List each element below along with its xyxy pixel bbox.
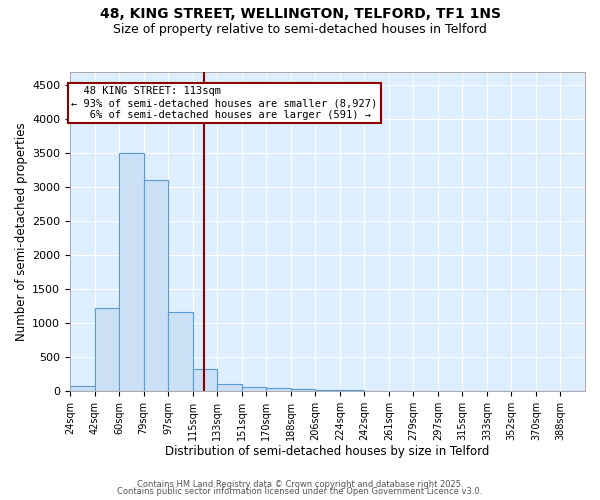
Text: Contains HM Land Registry data © Crown copyright and database right 2025.: Contains HM Land Registry data © Crown c… bbox=[137, 480, 463, 489]
Bar bbox=[143, 180, 168, 391]
Bar bbox=[340, 390, 364, 391]
Bar bbox=[70, 386, 95, 391]
Bar bbox=[193, 369, 217, 391]
Bar bbox=[217, 384, 242, 391]
Text: Contains public sector information licensed under the Open Government Licence v3: Contains public sector information licen… bbox=[118, 488, 482, 496]
Bar bbox=[95, 308, 119, 391]
Bar bbox=[168, 312, 193, 391]
Bar bbox=[119, 153, 143, 391]
Bar bbox=[315, 390, 340, 391]
Text: 48 KING STREET: 113sqm
← 93% of semi-detached houses are smaller (8,927)
   6% o: 48 KING STREET: 113sqm ← 93% of semi-det… bbox=[71, 86, 377, 120]
Y-axis label: Number of semi-detached properties: Number of semi-detached properties bbox=[15, 122, 28, 340]
Bar bbox=[291, 389, 315, 391]
Text: Size of property relative to semi-detached houses in Telford: Size of property relative to semi-detach… bbox=[113, 22, 487, 36]
Text: 48, KING STREET, WELLINGTON, TELFORD, TF1 1NS: 48, KING STREET, WELLINGTON, TELFORD, TF… bbox=[100, 8, 500, 22]
Bar bbox=[266, 388, 291, 391]
X-axis label: Distribution of semi-detached houses by size in Telford: Distribution of semi-detached houses by … bbox=[166, 444, 490, 458]
Bar bbox=[242, 387, 266, 391]
